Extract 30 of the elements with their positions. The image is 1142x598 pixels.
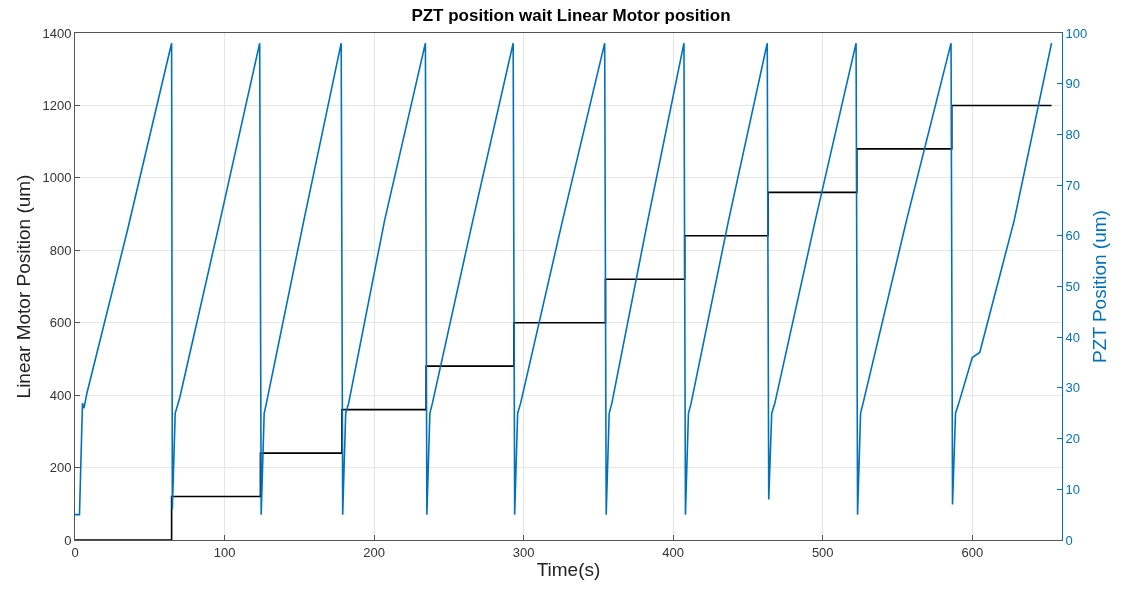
y2-tick-label: 10 bbox=[1065, 481, 1081, 497]
y-axis-title: Linear Motor Position (um) bbox=[13, 174, 35, 399]
y-tick-label: 400 bbox=[49, 387, 72, 403]
line-series bbox=[75, 42, 1053, 516]
y2-tick-label: 50 bbox=[1065, 279, 1081, 295]
y2-axis-title: PZT Position (um) bbox=[1089, 210, 1111, 363]
y-tick-label: 1400 bbox=[42, 25, 72, 41]
y2-tick-label: 20 bbox=[1065, 431, 1081, 447]
x-tick-label: 500 bbox=[811, 544, 834, 560]
y-tick-label: 1200 bbox=[42, 97, 72, 113]
y-tick-label: 600 bbox=[49, 315, 72, 331]
y-tick-label: 1000 bbox=[42, 170, 72, 186]
x-tick-label: 300 bbox=[512, 544, 535, 560]
y-tick-label: 200 bbox=[49, 460, 72, 476]
y2-tick-label: 90 bbox=[1065, 76, 1081, 92]
y2-tick-label: 100 bbox=[1065, 25, 1088, 41]
x-tick-label: 400 bbox=[662, 544, 685, 560]
y-tick-label: 800 bbox=[49, 242, 72, 258]
y2-tick-label: 60 bbox=[1065, 228, 1081, 244]
y-tick-label: 0 bbox=[64, 532, 72, 548]
y2-tick-label: 30 bbox=[1065, 380, 1081, 396]
y2-tick-label: 0 bbox=[1065, 532, 1073, 548]
chart-title: PZT position wait Linear Motor position bbox=[411, 5, 731, 25]
x-tick-label: 100 bbox=[213, 544, 236, 560]
y2-tick-label: 70 bbox=[1065, 177, 1081, 193]
y2-tick-label: 80 bbox=[1065, 126, 1081, 142]
x-tick-label: 200 bbox=[363, 544, 385, 560]
x-axis-title: Time(s) bbox=[536, 559, 601, 581]
y2-tick-label: 40 bbox=[1065, 329, 1081, 345]
x-tick-label: 600 bbox=[961, 544, 984, 560]
